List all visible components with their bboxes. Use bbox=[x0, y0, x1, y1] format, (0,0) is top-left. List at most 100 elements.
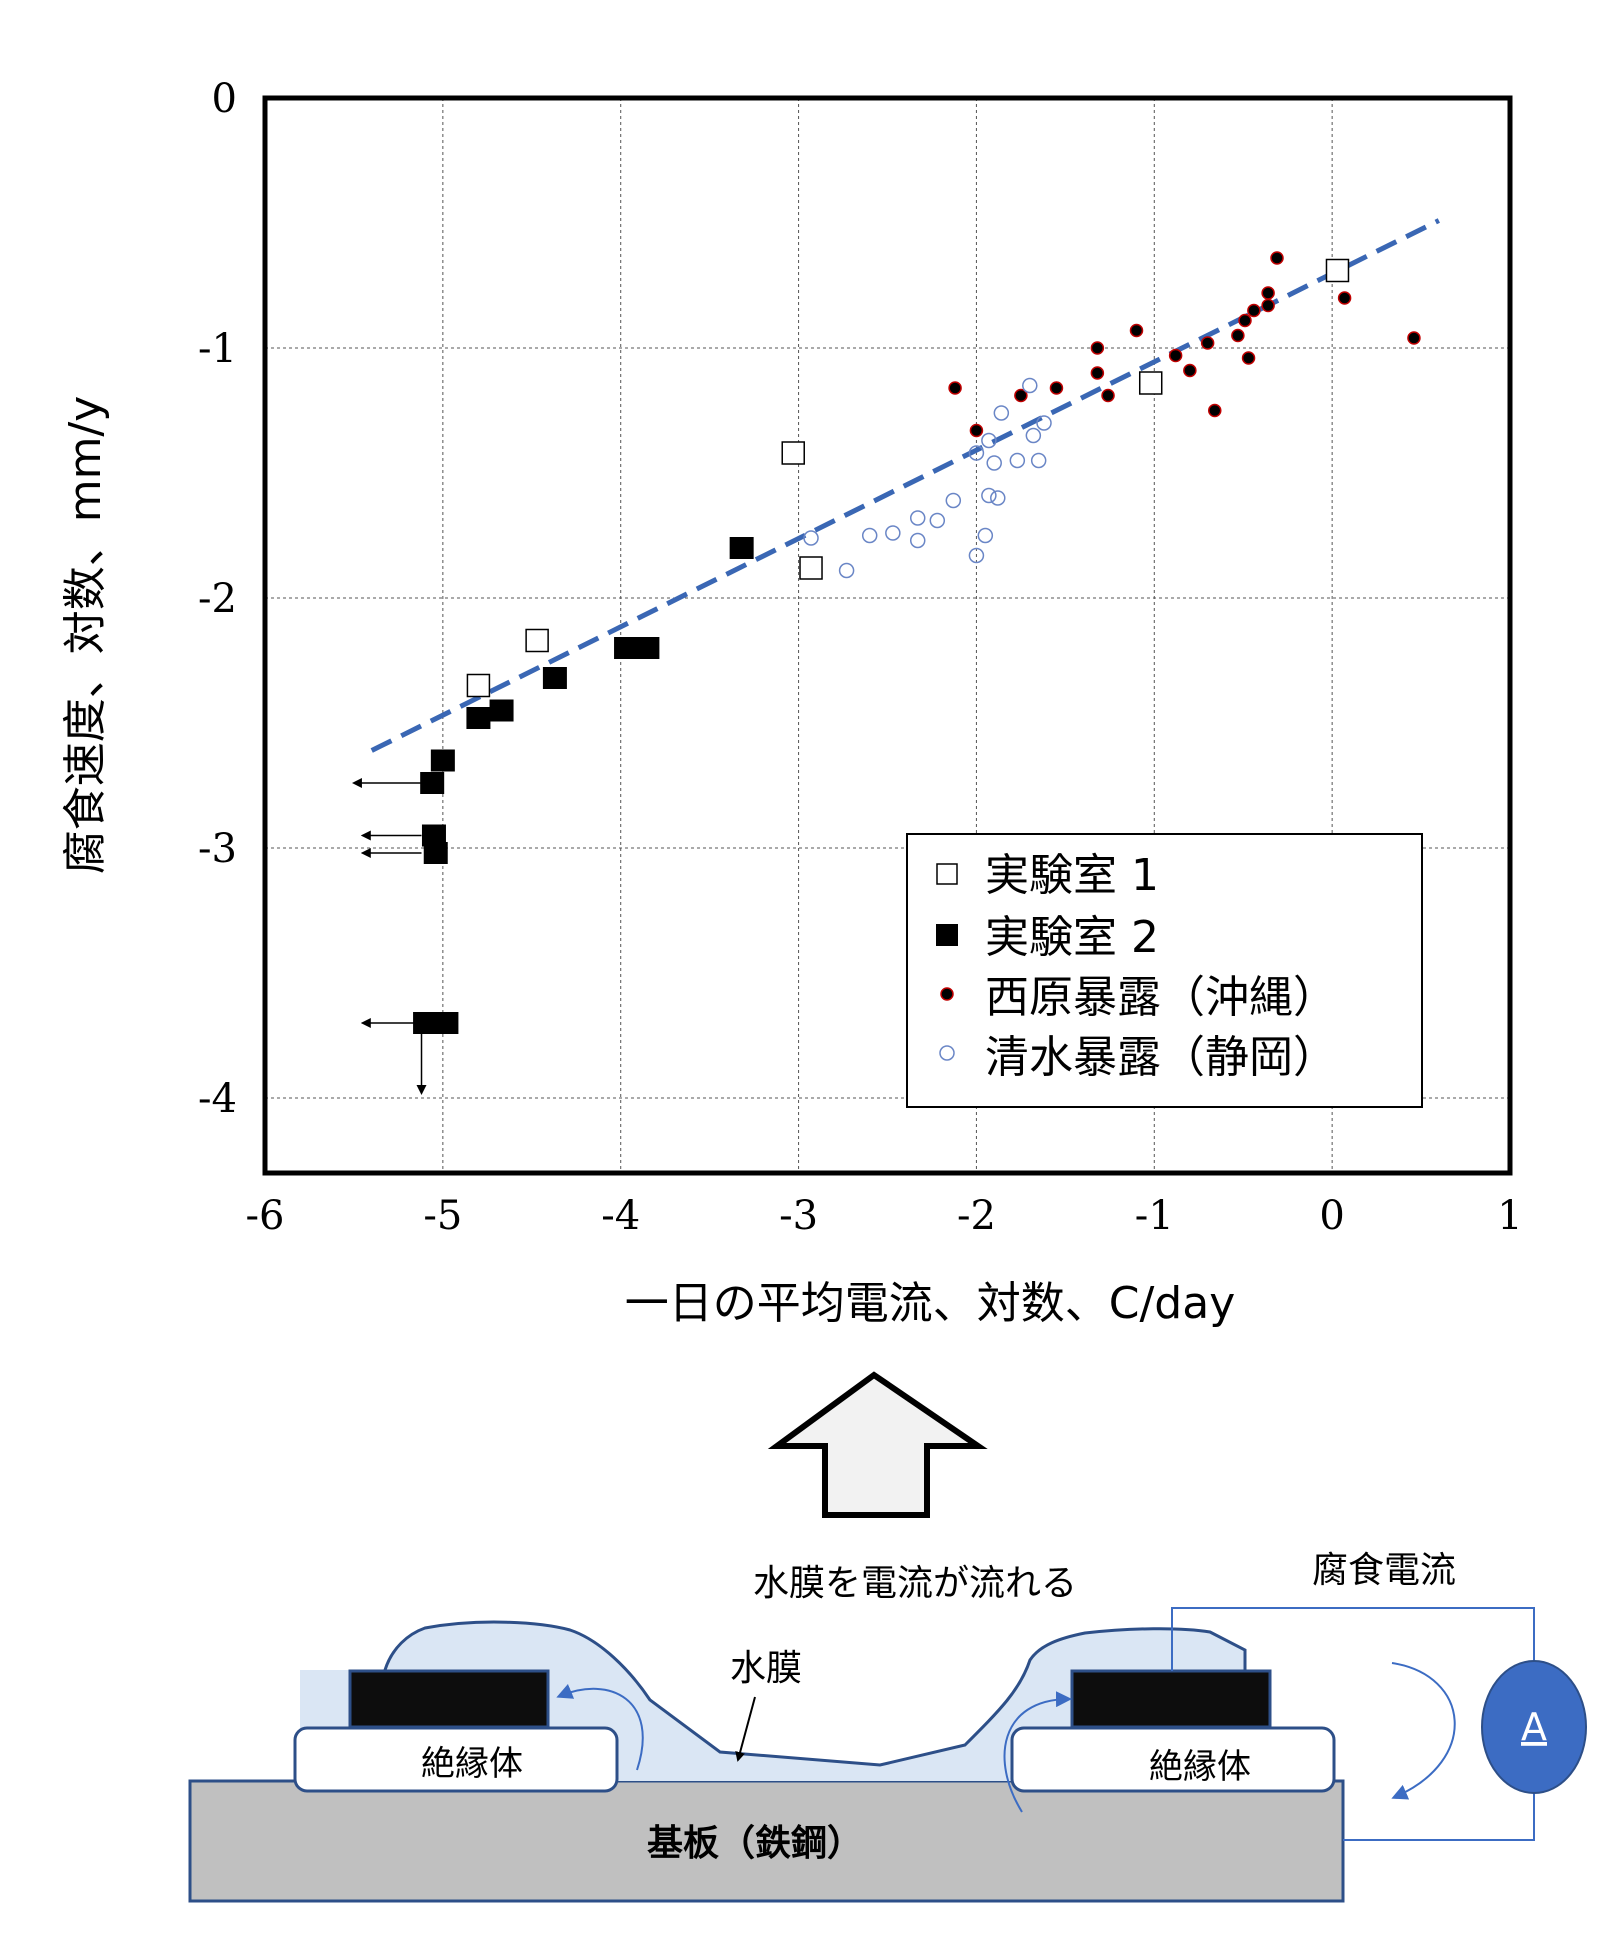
point-nishihara bbox=[1261, 286, 1275, 300]
point-nishihara bbox=[1238, 313, 1252, 328]
electrode-right bbox=[1070, 1669, 1272, 1729]
ammeter bbox=[1481, 1660, 1587, 1794]
x-tick-label: -5 bbox=[423, 1193, 462, 1239]
x-axis-label: 一日の平均電流、対数、C/day bbox=[625, 1278, 1235, 1329]
point-lab1 bbox=[1325, 258, 1350, 283]
y-tick-label: -1 bbox=[198, 326, 237, 372]
point-shimizu bbox=[981, 487, 997, 504]
data-points bbox=[413, 251, 1421, 1034]
point-nishihara bbox=[1129, 323, 1144, 338]
point-lab1 bbox=[799, 556, 823, 580]
trendline-layer bbox=[370, 218, 1440, 753]
point-shimizu bbox=[1009, 452, 1026, 469]
point-shimizu bbox=[929, 512, 946, 529]
legend: 実験室 1 実験室 2 西原暴露（沖縄） 清水暴露（静岡） bbox=[906, 833, 1423, 1108]
point-shimizu bbox=[1022, 377, 1038, 394]
point-lab1 bbox=[1138, 371, 1163, 395]
point-lab1 bbox=[781, 441, 805, 465]
point-nishihara bbox=[1168, 348, 1183, 363]
up-arrow bbox=[767, 1371, 988, 1518]
external-wire bbox=[1171, 1607, 1535, 1841]
point-nishihara bbox=[1090, 366, 1105, 380]
substrate bbox=[188, 1779, 1345, 1903]
point-lab2 bbox=[489, 699, 514, 722]
y-tick-label: -2 bbox=[198, 576, 237, 622]
electrode-left bbox=[348, 1669, 550, 1729]
point-nishihara bbox=[1049, 381, 1064, 395]
point-shimizu bbox=[838, 562, 855, 579]
legend-label-lab1: 実験室 1 bbox=[985, 850, 1159, 901]
y-tick-label: -3 bbox=[198, 826, 237, 872]
x-tick-label: -3 bbox=[779, 1193, 818, 1239]
point-shimizu bbox=[986, 455, 1002, 471]
point-lab2 bbox=[421, 824, 446, 847]
point-lab2 bbox=[434, 1012, 459, 1034]
water-film-pointer bbox=[735, 1696, 756, 1762]
scatter-chart: 0 -1 -2 -3 -4 -6 -5 -4 -3 -2 -1 0 1 腐食速度、対数、mm/y 一日… bbox=[60, 76, 1523, 1329]
censored-arrows bbox=[351, 778, 427, 1095]
substrate-label: 基板（鉄鋼） bbox=[647, 1823, 863, 1864]
point-shimizu bbox=[945, 492, 962, 509]
legend-label-nishihara: 西原暴露（沖縄） bbox=[985, 972, 1337, 1023]
point-nishihara bbox=[1208, 403, 1222, 418]
water-film-label: 水膜 bbox=[730, 1648, 802, 1689]
point-lab2 bbox=[542, 667, 567, 689]
legend-label-lab2: 実験室 2 bbox=[985, 912, 1159, 963]
point-shimizu bbox=[803, 530, 819, 546]
point-shimizu bbox=[977, 527, 994, 544]
plot-area-frame bbox=[262, 95, 1513, 1176]
x-tick-label: 0 bbox=[1319, 1193, 1344, 1239]
point-shimizu bbox=[968, 445, 985, 461]
point-lab2 bbox=[423, 842, 448, 864]
point-nishihara bbox=[1014, 388, 1028, 403]
point-nishihara bbox=[1241, 351, 1256, 365]
x-tick-label: 1 bbox=[1497, 1193, 1522, 1239]
cell-diagram: 基板（鉄鋼） 絶縁体 絶縁体 A 水膜を電流が流れる 水膜 腐食電流 bbox=[188, 1550, 1587, 1903]
y-axis-label: 腐食速度、対数、mm/y bbox=[60, 396, 111, 875]
point-lab2 bbox=[635, 637, 660, 659]
point-shimizu bbox=[990, 490, 1006, 506]
point-lab1 bbox=[466, 673, 491, 698]
current-arc-right bbox=[1003, 1691, 1072, 1813]
point-lab2 bbox=[614, 637, 639, 659]
point-lab2 bbox=[420, 772, 445, 794]
point-shimizu bbox=[909, 510, 926, 526]
y-tick-labels: 0 -1 -2 -3 -4 bbox=[198, 76, 237, 1122]
corrosion-current-arrow bbox=[1391, 1662, 1456, 1800]
y-tick-label: 0 bbox=[212, 76, 237, 122]
flow-caption: 水膜を電流が流れる bbox=[753, 1563, 1077, 1604]
legend-marker-nishihara bbox=[940, 987, 954, 1001]
point-shimizu bbox=[993, 405, 1010, 421]
point-nishihara bbox=[1231, 328, 1245, 343]
x-tick-label: -2 bbox=[957, 1193, 996, 1239]
legend-label-shimizu: 清水暴露（静岡） bbox=[985, 1032, 1337, 1083]
point-nishihara bbox=[1101, 388, 1115, 403]
corrosion-current-label: 腐食電流 bbox=[1312, 1550, 1456, 1591]
legend-marker-shimizu bbox=[939, 1045, 955, 1061]
point-shimizu bbox=[1036, 415, 1052, 431]
point-nishihara bbox=[1183, 363, 1197, 378]
x-tick-label: -6 bbox=[246, 1193, 285, 1239]
point-shimizu bbox=[1030, 452, 1047, 469]
legend-marker-lab1 bbox=[936, 863, 958, 885]
point-lab2 bbox=[466, 707, 491, 729]
legend-box bbox=[906, 833, 1423, 1108]
legend-marker-lab2 bbox=[936, 924, 958, 946]
point-nishihara bbox=[1337, 291, 1352, 305]
point-shimizu bbox=[981, 432, 997, 449]
point-nishihara bbox=[948, 381, 962, 395]
current-arc-left bbox=[556, 1683, 644, 1771]
point-lab1 bbox=[525, 628, 549, 653]
point-lab2 bbox=[413, 1012, 438, 1034]
point-shimizu bbox=[968, 547, 985, 564]
point-nishihara bbox=[1270, 251, 1284, 265]
point-nishihara bbox=[1261, 298, 1275, 313]
x-tick-label: -4 bbox=[601, 1193, 640, 1239]
point-lab2 bbox=[430, 749, 455, 772]
point-shimizu bbox=[861, 527, 878, 544]
insulator-left-label: 絶縁体 bbox=[421, 1744, 523, 1784]
point-shimizu bbox=[909, 532, 926, 549]
trendline bbox=[370, 218, 1440, 753]
y-tick-label: -4 bbox=[198, 1076, 237, 1122]
